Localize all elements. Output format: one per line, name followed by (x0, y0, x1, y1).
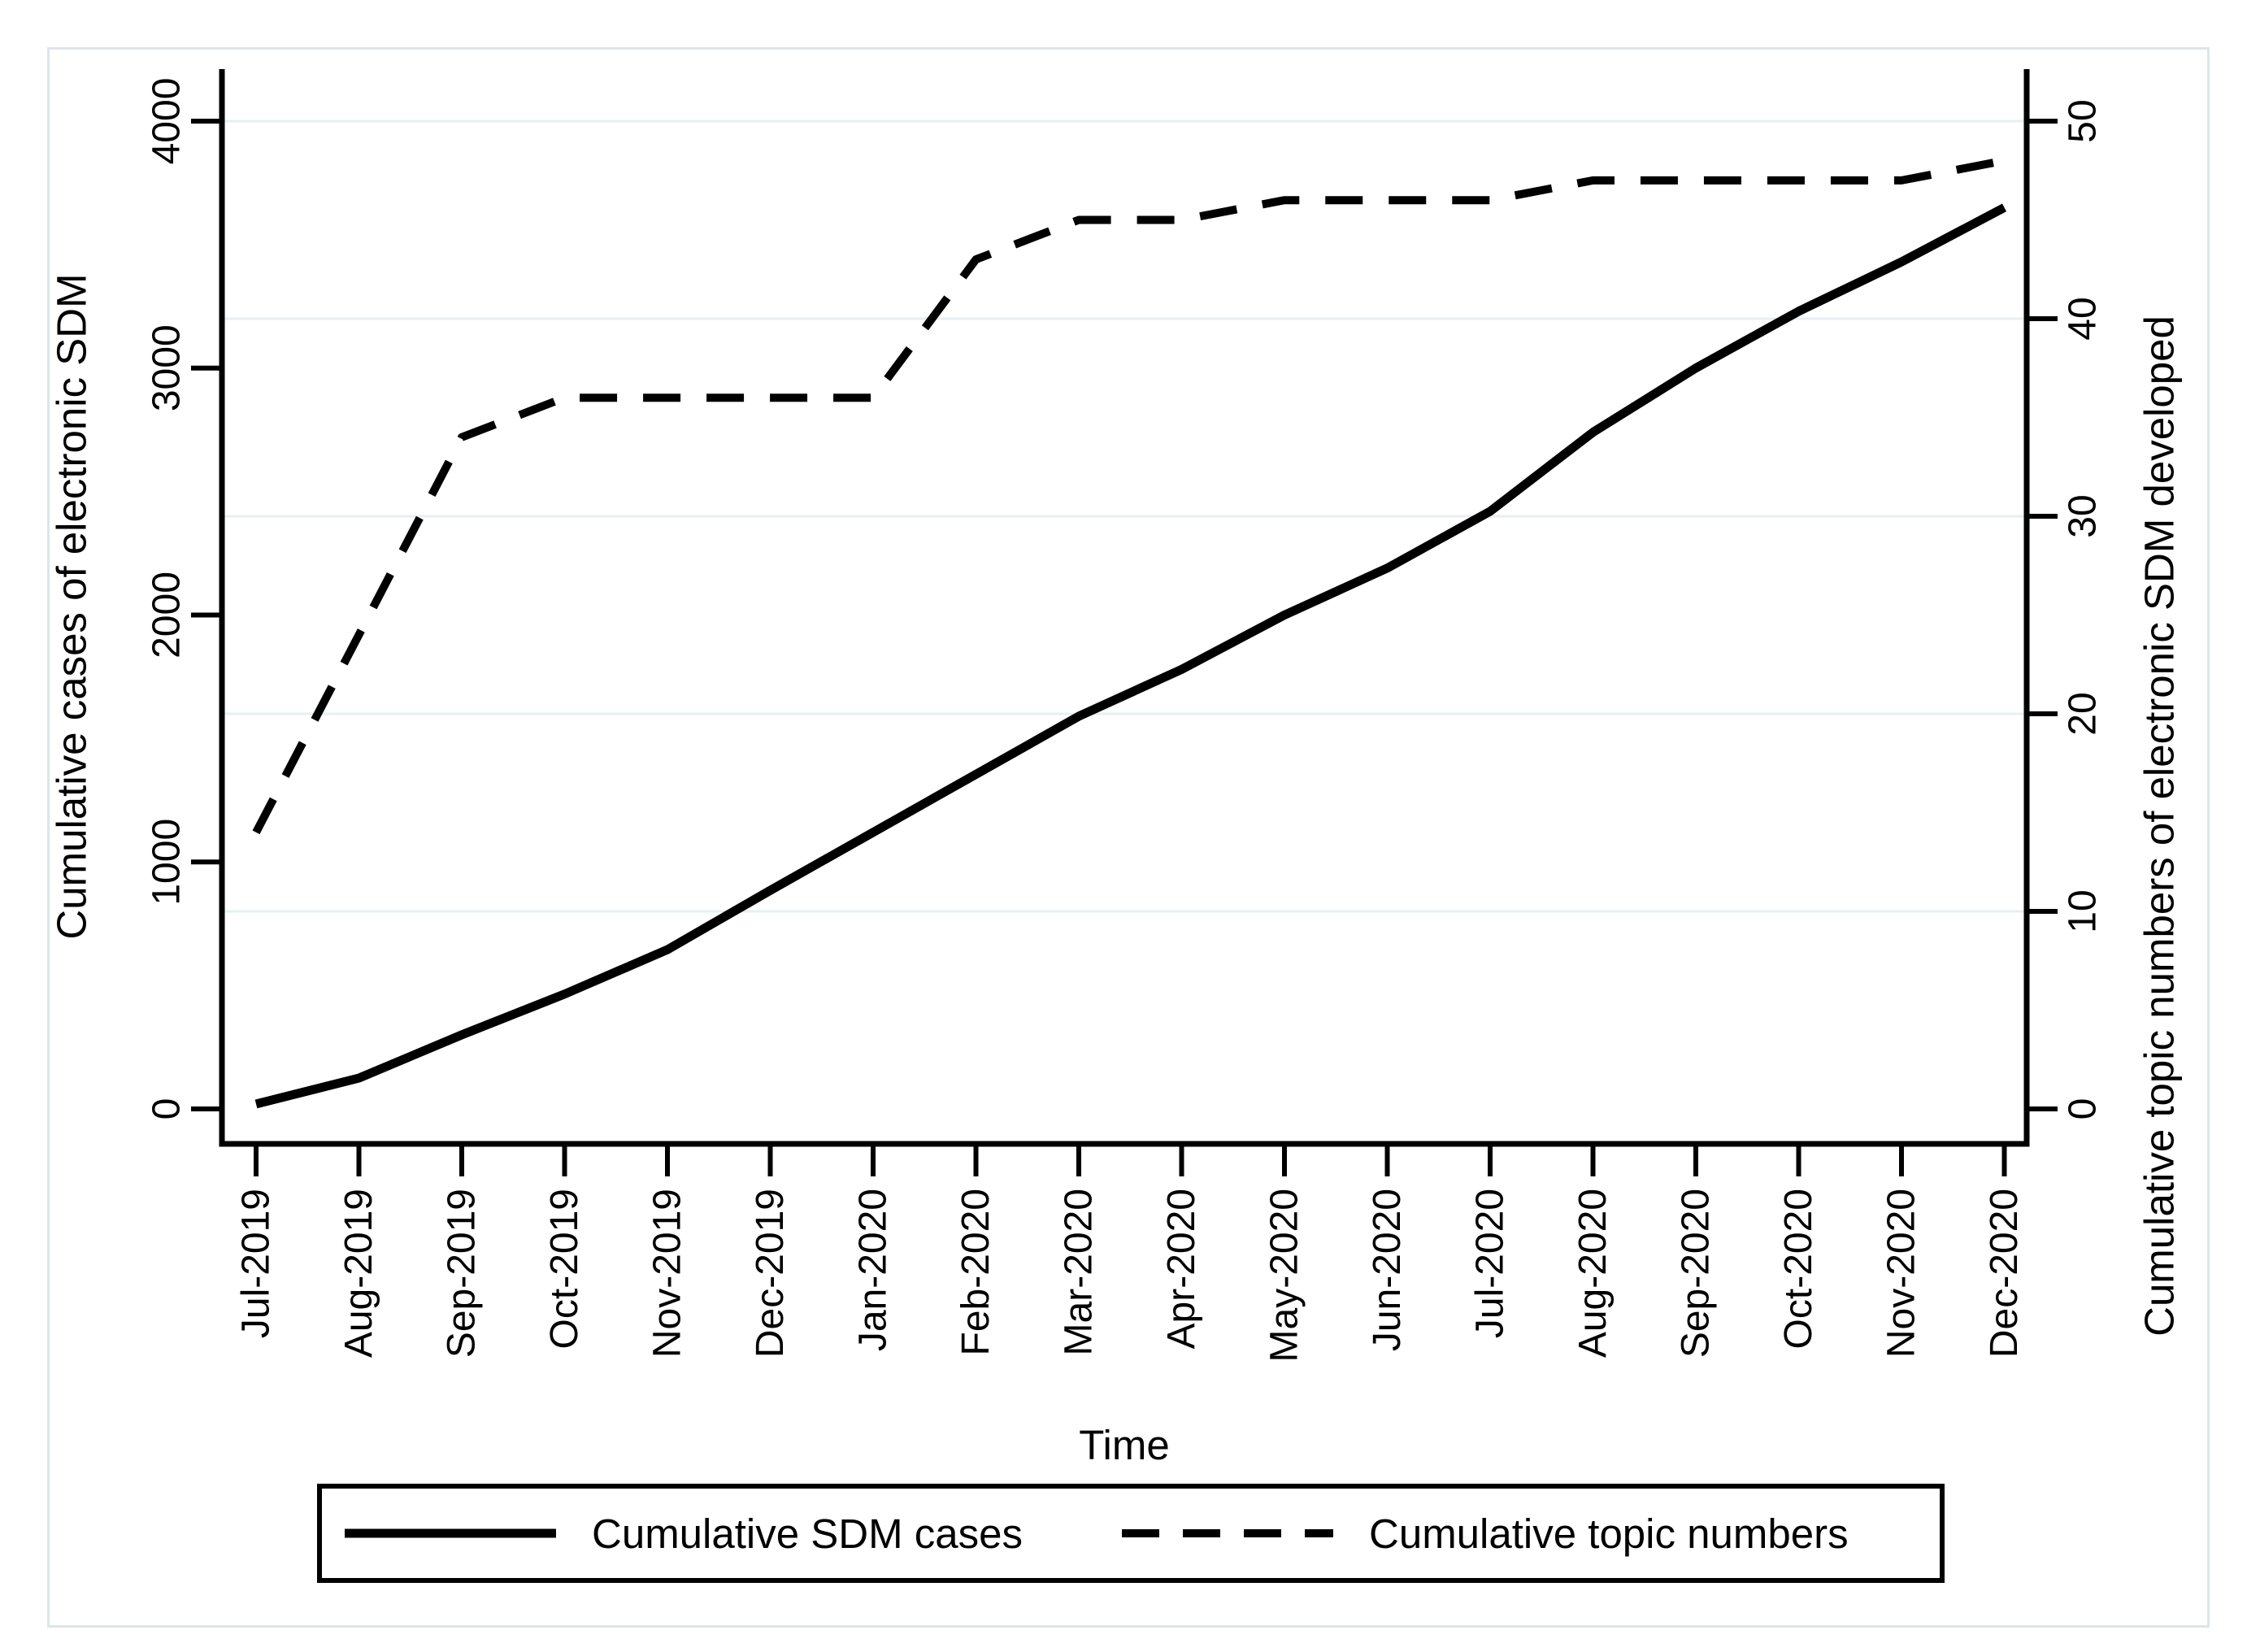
y-left-tick-label: 4000 (146, 78, 189, 165)
x-tick-label: Mar-2020 (1058, 1189, 1101, 1355)
x-tick-label: Jan-2020 (852, 1189, 895, 1351)
x-tick-label: Sep-2020 (1675, 1189, 1718, 1358)
x-tick-label: Oct-2019 (543, 1189, 586, 1349)
left-axis-title: Cumulative cases of electronic SDM (49, 273, 95, 939)
legend-item-sdm-cases: Cumulative SDM cases (345, 1510, 1023, 1558)
y-left-tick-label: 0 (146, 1098, 189, 1120)
figure-border (47, 47, 2210, 1628)
legend-label: Cumulative SDM cases (592, 1510, 1023, 1557)
axes (219, 69, 2030, 1147)
right-axis-title: Cumulative topic numbers of electronic S… (2136, 315, 2183, 1337)
y-right-tick-label: 50 (2062, 99, 2105, 142)
x-tick-label: Aug-2020 (1571, 1189, 1615, 1358)
y-right-tick-label: 10 (2062, 889, 2105, 933)
x-tick-label: Jun-2020 (1366, 1189, 1409, 1351)
y-left-tick-label: 2000 (146, 572, 189, 659)
dashed-line-swatch (1122, 1529, 1333, 1537)
y-right-tick-label: 40 (2062, 297, 2105, 340)
y-right-tick-label: 30 (2062, 494, 2105, 537)
x-tick-label: Nov-2019 (646, 1189, 689, 1358)
x-tick-label: Aug-2019 (337, 1189, 380, 1358)
gridlines (222, 120, 2027, 913)
tick-labels: 0 1000 2000 3000 4000 0 10 20 30 40 50 Jul-2019 Aug-… (146, 78, 2105, 1363)
x-tick-label: Sep-2019 (441, 1189, 484, 1358)
y-left-tick-label: 1000 (146, 819, 189, 906)
solid-line-swatch (345, 1528, 556, 1538)
chart-legend: Cumulative SDM cases Cumulative topic nu… (317, 1484, 1945, 1583)
x-tick-label: Jul-2020 (1469, 1189, 1512, 1338)
x-axis-title: Time (1079, 1422, 1169, 1468)
legend-item-topic-numbers: Cumulative topic numbers (1122, 1510, 1849, 1558)
x-tick-label: Dec-2019 (749, 1189, 792, 1358)
x-tick-label: Feb-2020 (954, 1189, 997, 1355)
y-left-tick-label: 3000 (146, 324, 189, 411)
legend-label: Cumulative topic numbers (1369, 1510, 1849, 1557)
series-line-cumulative-sdm-cases (254, 203, 2007, 1109)
x-tick-label: Jul-2019 (235, 1189, 278, 1338)
y-right-tick-label: 0 (2062, 1098, 2105, 1120)
x-tick-label: Apr-2020 (1160, 1189, 1203, 1349)
tick-marks (191, 119, 2058, 1176)
x-tick-label: Nov-2020 (1880, 1189, 1923, 1358)
x-tick-label: May-2020 (1263, 1189, 1306, 1362)
y-right-tick-label: 20 (2062, 692, 2105, 735)
series-lines (252, 156, 2007, 1109)
x-tick-label: Oct-2020 (1777, 1189, 1820, 1349)
series-line-cumulative-topic-numbers (252, 156, 2006, 835)
x-tick-label: Dec-2020 (1983, 1189, 2026, 1358)
